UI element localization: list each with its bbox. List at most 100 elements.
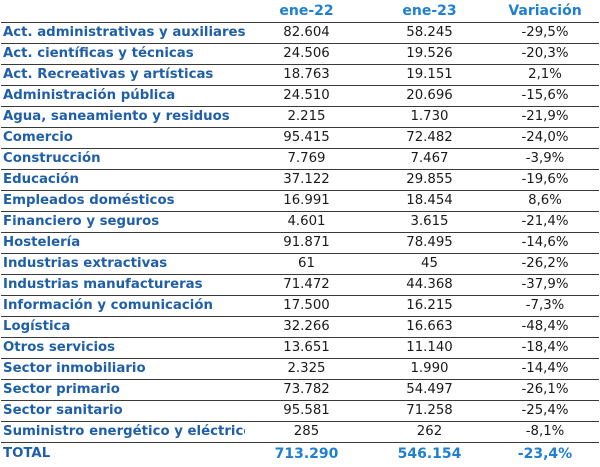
value-variacion: -14,6% <box>491 232 599 254</box>
sector-name: Educación <box>1 169 245 191</box>
sector-name: Otros servicios <box>1 337 245 359</box>
value-variacion: 8,6% <box>491 190 599 212</box>
value-variacion: -24,0% <box>491 127 599 149</box>
value-ene-23: 16.215 <box>368 295 491 317</box>
value-ene-23: 45 <box>368 253 491 275</box>
value-variacion: -21,9% <box>491 106 599 128</box>
value-ene-22: 61 <box>245 253 368 275</box>
value-ene-23: 71.258 <box>368 400 491 422</box>
sector-name: Logística <box>1 316 245 338</box>
value-variacion: -25,4% <box>491 400 599 422</box>
value-variacion: -20,3% <box>491 43 599 65</box>
value-ene-23: 58.245 <box>368 22 491 44</box>
value-variacion: -26,1% <box>491 379 599 401</box>
table-row: Agua, saneamiento y residuos 2.215 1.730 -2… <box>1 106 599 128</box>
sector-name: Comercio <box>1 127 245 149</box>
table-row: Logística 32.266 16.663 -48,4% <box>1 316 599 338</box>
value-ene-22: 17.500 <box>245 295 368 317</box>
value-ene-23: 20.696 <box>368 85 491 107</box>
table-row: Act. científicas y técnicas 24.506 19.526-… <box>1 43 599 65</box>
sector-name: Sector sanitario <box>1 400 245 422</box>
value-variacion: -21,4% <box>491 211 599 233</box>
value-ene-23: 54.497 <box>368 379 491 401</box>
table-row: Act. administrativas y auxiliares 82.604 5… <box>1 22 599 44</box>
value-variacion: -14,4% <box>491 358 599 380</box>
value-ene-23: 1.990 <box>368 358 491 380</box>
value-ene-22: 71.472 <box>245 274 368 296</box>
table-row: Comercio 95.415 72.482 -24,0% <box>1 127 599 149</box>
table-body: Act. administrativas y auxiliares 82.604 5… <box>1 22 599 466</box>
sector-name: Act. científicas y técnicas <box>1 43 245 65</box>
value-variacion: -18,4% <box>491 337 599 359</box>
value-ene-22: 82.604 <box>245 22 368 44</box>
sector-name: Hostelería <box>1 232 245 254</box>
value-ene-23: 18.454 <box>368 190 491 212</box>
header-row: ene-22 ene-23 Variación <box>1 1 599 23</box>
value-ene-23: 262 <box>368 421 491 443</box>
value-ene-23: 19.151 <box>368 64 491 86</box>
table-row: Industrias extractivas 61 45 -26,2% <box>1 253 599 275</box>
value-ene-22: 16.991 <box>245 190 368 212</box>
value-ene-23: 29.855 <box>368 169 491 191</box>
total-value-ene-23: 546.154 <box>397 446 462 463</box>
value-ene-22: 18.763 <box>245 64 368 86</box>
value-variacion: -8,1% <box>491 421 599 443</box>
value-ene-22: 91.871 <box>245 232 368 254</box>
value-ene-23: 1.730 <box>368 106 491 128</box>
sector-name: Industrias manufactureras <box>1 274 245 296</box>
table-row: Administración pública 24.510 20.696 -15,6% <box>1 85 599 107</box>
total-value-variacion: -23,4% <box>517 446 573 463</box>
value-ene-22: 2.325 <box>245 358 368 380</box>
table-row: Sector sanitario 95.581 71.258 -25,4% <box>1 400 599 422</box>
value-ene-22: 32.266 <box>245 316 368 338</box>
value-ene-23: 78.495 <box>368 232 491 254</box>
table-row: Act. Recreativas y artísticas 18.763 19.15… <box>1 64 599 86</box>
value-ene-22: 73.782 <box>245 379 368 401</box>
sector-name: Suministro energético y eléctrico <box>1 421 245 443</box>
sector-name: Sector inmobiliario <box>1 358 245 380</box>
value-variacion: -48,4% <box>491 316 599 338</box>
value-variacion: -3,9% <box>491 148 599 170</box>
table-row: Sector primario 73.782 54.497 -26,1% <box>1 379 599 401</box>
value-variacion: -15,6% <box>491 85 599 107</box>
value-ene-23: 72.482 <box>368 127 491 149</box>
total-value-ene-22: 713.290 <box>274 446 339 463</box>
total-row: TOTAL 713.290 546.154 -23,4% <box>1 442 599 466</box>
table-row: Información y comunicación 17.500 16.215 -7… <box>1 295 599 317</box>
table-row: Sector inmobiliario 2.325 1.990 -14,4% <box>1 358 599 380</box>
value-ene-22: 24.506 <box>245 43 368 65</box>
sector-name: Empleados domésticos <box>1 190 245 212</box>
table-row: Empleados domésticos 16.991 18.454 8,6% <box>1 190 599 212</box>
sector-name: Administración pública <box>1 85 245 107</box>
table-row: Hostelería 91.871 78.495 -14,6% <box>1 232 599 254</box>
value-ene-22: 2.215 <box>245 106 368 128</box>
table-row: Construcción 7.769 7.467 -3,9% <box>1 148 599 170</box>
table-row: Educación 37.122 29.855 -19,6% <box>1 169 599 191</box>
value-ene-23: 3.615 <box>368 211 491 233</box>
sector-name: Industrias extractivas <box>1 253 245 275</box>
value-ene-23: 19.526 <box>368 43 491 65</box>
header-sector <box>1 1 245 23</box>
value-ene-23: 44.368 <box>368 274 491 296</box>
sector-name: Sector primario <box>1 379 245 401</box>
value-ene-22: 24.510 <box>245 85 368 107</box>
value-ene-22: 95.415 <box>245 127 368 149</box>
value-ene-22: 13.651 <box>245 337 368 359</box>
total-sector-name: TOTAL <box>3 446 51 462</box>
value-ene-23: 16.663 <box>368 316 491 338</box>
sector-name: Construcción <box>1 148 245 170</box>
value-variacion: -7,3% <box>491 295 599 317</box>
value-ene-22: 285 <box>245 421 368 443</box>
sector-name: Act. Recreativas y artísticas <box>1 64 245 86</box>
value-ene-23: 11.140 <box>368 337 491 359</box>
header-ene-22: ene-22 <box>245 1 368 23</box>
table-row: Financiero y seguros 4.601 3.615 -21,4% <box>1 211 599 233</box>
value-ene-22: 37.122 <box>245 169 368 191</box>
value-variacion: -26,2% <box>491 253 599 275</box>
value-ene-22: 4.601 <box>245 211 368 233</box>
header-ene-23: ene-23 <box>368 1 491 23</box>
value-variacion: -19,6% <box>491 169 599 191</box>
value-ene-23: 7.467 <box>368 148 491 170</box>
sector-name: Agua, saneamiento y residuos <box>1 106 245 128</box>
